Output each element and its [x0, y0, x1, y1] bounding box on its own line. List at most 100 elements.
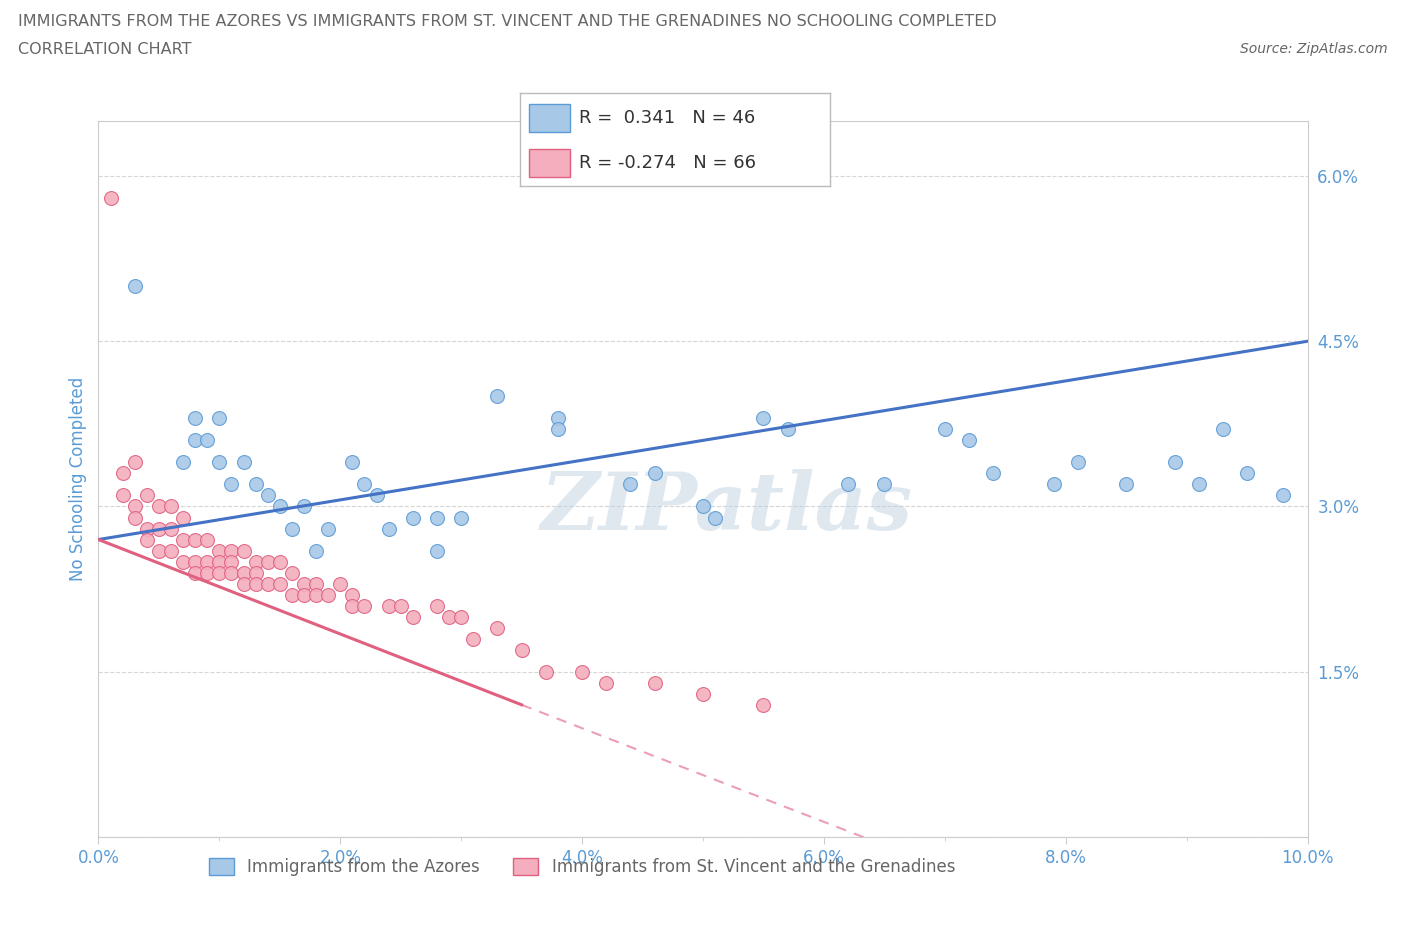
Point	[486, 389, 509, 404]
Point	[221, 554, 243, 569]
Point	[316, 521, 339, 536]
Point	[316, 587, 339, 602]
Point	[195, 554, 218, 569]
Point	[172, 554, 194, 569]
Point	[934, 422, 956, 437]
Point	[160, 521, 183, 536]
Point	[957, 433, 980, 448]
Point	[426, 598, 449, 613]
Bar	[530, 104, 569, 132]
Point	[486, 620, 509, 635]
Text: R = -0.274   N = 66: R = -0.274 N = 66	[579, 153, 756, 172]
Point	[256, 488, 278, 503]
Point	[342, 455, 364, 470]
Point	[402, 510, 425, 525]
Point	[281, 521, 304, 536]
Point	[111, 488, 134, 503]
Point	[245, 477, 267, 492]
Point	[463, 631, 485, 646]
Text: ZIPatlas: ZIPatlas	[541, 469, 914, 546]
Point	[692, 686, 714, 701]
Point	[704, 510, 727, 525]
Point	[221, 543, 243, 558]
Point	[208, 554, 231, 569]
Point	[172, 455, 194, 470]
Point	[342, 598, 364, 613]
Point	[148, 543, 170, 558]
Point	[353, 598, 375, 613]
Point	[256, 577, 278, 591]
Point	[873, 477, 896, 492]
Point	[232, 577, 254, 591]
Text: Source: ZipAtlas.com: Source: ZipAtlas.com	[1240, 42, 1388, 56]
Point	[547, 422, 569, 437]
Point	[389, 598, 412, 613]
Point	[305, 577, 328, 591]
Point	[692, 499, 714, 514]
Point	[1212, 422, 1234, 437]
Point	[1163, 455, 1185, 470]
Point	[292, 587, 315, 602]
Point	[377, 521, 399, 536]
Point	[1115, 477, 1137, 492]
Point	[245, 554, 267, 569]
Point	[208, 565, 231, 580]
Point	[644, 675, 666, 690]
Point	[148, 499, 170, 514]
Point	[208, 543, 231, 558]
Point	[305, 587, 328, 602]
Point	[547, 411, 569, 426]
Point	[595, 675, 617, 690]
Point	[221, 477, 243, 492]
Point	[1272, 488, 1295, 503]
Point	[342, 587, 364, 602]
Point	[450, 510, 472, 525]
Point	[124, 499, 146, 514]
Point	[981, 466, 1004, 481]
Point	[208, 455, 231, 470]
Point	[269, 554, 291, 569]
Point	[377, 598, 399, 613]
Point	[184, 565, 207, 580]
Point	[245, 565, 267, 580]
Point	[184, 433, 207, 448]
Point	[148, 521, 170, 536]
Point	[619, 477, 641, 492]
Point	[195, 532, 218, 547]
Point	[195, 433, 218, 448]
Point	[232, 543, 254, 558]
Point	[100, 191, 122, 206]
Point	[292, 499, 315, 514]
Point	[208, 411, 231, 426]
Point	[124, 279, 146, 294]
Point	[172, 510, 194, 525]
Point	[184, 532, 207, 547]
Point	[135, 521, 157, 536]
Point	[305, 543, 328, 558]
Point	[426, 543, 449, 558]
Point	[329, 577, 352, 591]
Point	[172, 532, 194, 547]
Point	[111, 466, 134, 481]
Point	[1188, 477, 1211, 492]
Point	[837, 477, 859, 492]
Bar	[530, 149, 569, 177]
Point	[269, 499, 291, 514]
Point	[281, 565, 304, 580]
Point	[221, 565, 243, 580]
Point	[353, 477, 375, 492]
Y-axis label: No Schooling Completed: No Schooling Completed	[69, 377, 87, 581]
Point	[450, 609, 472, 624]
Point	[644, 466, 666, 481]
Point	[160, 543, 183, 558]
Point	[366, 488, 388, 503]
Point	[195, 565, 218, 580]
Text: IMMIGRANTS FROM THE AZORES VS IMMIGRANTS FROM ST. VINCENT AND THE GRENADINES NO : IMMIGRANTS FROM THE AZORES VS IMMIGRANTS…	[18, 14, 997, 29]
Point	[426, 510, 449, 525]
Point	[245, 577, 267, 591]
Point	[256, 554, 278, 569]
Point	[1067, 455, 1090, 470]
Point	[281, 587, 304, 602]
Point	[292, 577, 315, 591]
Point	[269, 577, 291, 591]
